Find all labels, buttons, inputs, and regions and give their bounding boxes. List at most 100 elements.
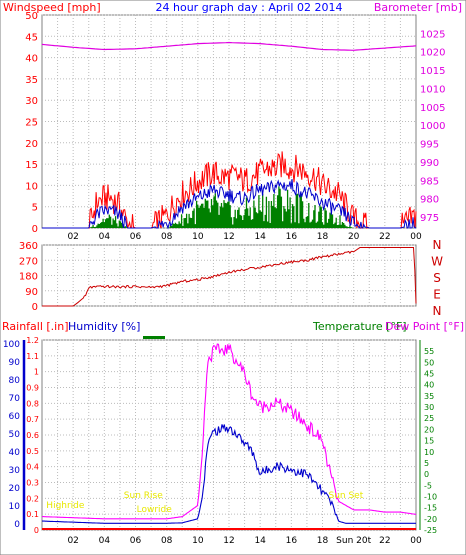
rainfall-tick-label: 1.2 bbox=[26, 336, 39, 345]
rainfall-tick-label: 0.3 bbox=[26, 479, 39, 488]
temperature-tick-label: 45 bbox=[424, 370, 434, 379]
direction-tick-label: 270 bbox=[19, 256, 38, 267]
wind-hour-label: 00 bbox=[410, 232, 422, 242]
rain-hour-label: 12 bbox=[223, 536, 234, 546]
barometer-line bbox=[41, 41, 417, 51]
barometer-tick-label: 985 bbox=[420, 176, 439, 187]
temperature-tick-label: 20 bbox=[424, 425, 434, 434]
wind-average-line bbox=[42, 179, 417, 230]
temperature-tick-label: -10 bbox=[424, 492, 437, 501]
windspeed-tick-label: 5 bbox=[32, 203, 38, 214]
rain-hour-label: Sun 20t bbox=[336, 536, 371, 546]
temperature-tick-label: 0 bbox=[424, 470, 429, 479]
windspeed-tick-label: 10 bbox=[25, 181, 38, 192]
barometer-tick-label: 1025 bbox=[420, 29, 445, 40]
wind-hour-label: 12 bbox=[223, 232, 234, 242]
barometer-axis: 975 980 985 990 995 1000 1005 1010 1015 1020 1025 bbox=[420, 29, 445, 224]
direction-line bbox=[42, 247, 417, 307]
direction-axis: 0 90 180 270 360 bbox=[19, 241, 38, 313]
rainfall-tick-label: 0.9 bbox=[26, 384, 39, 393]
graph-title: 24 hour graph day : April 02 2014 bbox=[156, 1, 343, 14]
rain-hour-axis: 02 04 06 08 10 12 14 16 18 Sun 20t 22 00 bbox=[67, 536, 422, 546]
humidity-tick-label: 50 bbox=[9, 430, 21, 440]
astro-label: Lowride bbox=[137, 505, 173, 515]
direction-tick-label: 360 bbox=[19, 241, 38, 252]
wind-hour-label: 04 bbox=[99, 232, 111, 242]
rainfall-tick-label: 0.8 bbox=[26, 399, 39, 408]
rain-hour-label: 18 bbox=[317, 536, 329, 546]
windspeed-tick-label: 30 bbox=[25, 96, 38, 107]
astro-label: Highride bbox=[46, 501, 85, 511]
compass-label: E bbox=[433, 288, 441, 302]
direction-panel-grid bbox=[42, 244, 416, 307]
windspeed-tick-label: 0 bbox=[32, 224, 38, 235]
windspeed-tick-label: 50 bbox=[25, 11, 38, 22]
barometer-tick-label: 990 bbox=[420, 158, 439, 169]
temperature-tick-label: 30 bbox=[424, 403, 434, 412]
humidity-tick-label: 100 bbox=[3, 340, 20, 350]
rainfall-tick-label: 1 bbox=[34, 368, 39, 377]
rainfall-tick-label: 1.1 bbox=[26, 352, 39, 361]
wind-series bbox=[41, 41, 417, 230]
direction-series bbox=[42, 247, 417, 307]
rain-hour-label: 22 bbox=[379, 536, 390, 546]
humidity-tick-label: 70 bbox=[9, 394, 21, 404]
barometer-tick-label: 1000 bbox=[420, 121, 445, 132]
windspeed-tick-label: 20 bbox=[25, 139, 38, 150]
dewpoint-line bbox=[42, 343, 417, 520]
wind-hour-axis: 02 04 06 08 10 12 14 16 18 20 22 00 bbox=[67, 232, 422, 242]
temperature-tick-label: -20 bbox=[424, 515, 437, 524]
humidity-tick-label: 10 bbox=[9, 502, 21, 512]
temperature-tick-label: 5 bbox=[424, 459, 429, 468]
temperature-tick-label: 55 bbox=[424, 347, 434, 356]
humidity-axis: 0 10 20 30 40 50 60 70 80 90 100 bbox=[3, 340, 26, 530]
barometer-tick-label: 980 bbox=[420, 195, 439, 206]
rain-hour-label: 08 bbox=[161, 536, 173, 546]
windspeed-tick-label: 35 bbox=[25, 75, 38, 86]
rain-hour-label: 00 bbox=[410, 536, 422, 546]
humidity-tick-label: 40 bbox=[9, 448, 21, 458]
rain-panel-grid bbox=[42, 339, 416, 531]
humidity-tick-label: 30 bbox=[9, 466, 21, 476]
temperature-tick-label: 10 bbox=[424, 448, 434, 457]
direction-tick-label: 90 bbox=[25, 287, 38, 298]
wind-hour-label: 16 bbox=[286, 232, 298, 242]
barometer-tick-label: 1005 bbox=[420, 103, 445, 114]
temperature-legend-swatch bbox=[143, 336, 165, 339]
temperature-tick-label: -25 bbox=[424, 526, 437, 535]
compass-label: W bbox=[431, 255, 443, 269]
barometer-tick-label: 1020 bbox=[420, 48, 445, 59]
rain-hour-label: 04 bbox=[99, 536, 111, 546]
compass-label: N bbox=[433, 304, 442, 318]
temperature-tick-label: -15 bbox=[424, 504, 437, 513]
wind-hour-label: 06 bbox=[130, 232, 142, 242]
barometer-tick-label: 975 bbox=[420, 213, 439, 224]
temperature-title: Temperature [°F] bbox=[312, 320, 407, 333]
astro-label: Sun Rise bbox=[124, 491, 163, 501]
wind-hour-label: 08 bbox=[161, 232, 173, 242]
rainfall-tick-label: 0.7 bbox=[26, 415, 39, 424]
wind-hour-label: 22 bbox=[379, 232, 390, 242]
humidity-line bbox=[42, 424, 416, 524]
rainfall-tick-label: 0 bbox=[34, 526, 39, 535]
barometer-tick-label: 1015 bbox=[420, 66, 445, 77]
direction-tick-label: 180 bbox=[19, 272, 38, 283]
temperature-axis: -25 -20 -15 -10 -5 0 5 10 15 20 25 30 35 40 45 50 55 bbox=[419, 340, 437, 535]
windspeed-tick-label: 15 bbox=[25, 160, 38, 171]
rainfall-tick-label: 0.2 bbox=[26, 494, 39, 503]
temperature-tick-label: 40 bbox=[424, 381, 434, 390]
rainfall-tick-label: 0.5 bbox=[26, 447, 39, 456]
temperature-tick-label: -5 bbox=[424, 481, 432, 490]
astro-annotations: Highride Sun Rise Lowride Sun Set bbox=[46, 491, 363, 515]
windspeed-tick-label: 25 bbox=[25, 118, 38, 129]
humidity-tick-label: 60 bbox=[9, 412, 21, 422]
wind-hour-label: 02 bbox=[67, 232, 78, 242]
rain-humidity-temp-panel: 0 0.1 0.2 0.3 0.4 0.5 0.6 0.7 0.8 0.9 1 1.1 1.2 0 10 2… bbox=[3, 336, 437, 546]
rain-hour-label: 02 bbox=[67, 536, 78, 546]
humidity-tick-label: 90 bbox=[9, 358, 21, 368]
wind-hour-label: 10 bbox=[192, 232, 204, 242]
